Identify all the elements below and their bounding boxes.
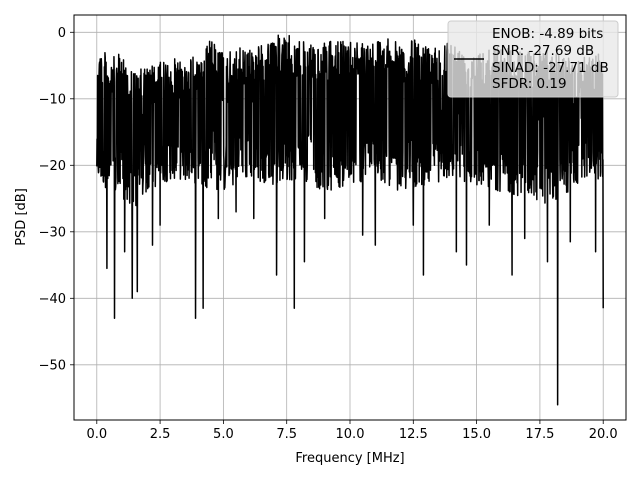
y-tick-label: −30 [39,225,66,240]
x-tick-label: 10.0 [336,427,365,442]
x-tick-label: 7.5 [276,427,297,442]
x-tick-label: 15.0 [462,427,491,442]
x-tick-label: 0.0 [86,427,107,442]
x-tick-label: 5.0 [213,427,234,442]
legend: ENOB: -4.89 bits SNR: -27.69 dB SINAD: -… [447,20,619,98]
y-tick-label: −50 [39,358,66,373]
y-axis-label: PSD [dB] [14,188,29,246]
legend-line-sfdr: SFDR: 0.19 [492,76,567,92]
legend-entry-text: ENOB: -4.89 bits SNR: -27.69 dB SINAD: -… [492,26,613,92]
x-tick-label: 20.0 [589,427,618,442]
y-tick-label: −10 [39,92,66,107]
legend-box [447,20,619,98]
x-tick-label: 2.5 [150,427,171,442]
x-axis-label: Frequency [MHz] [295,451,404,466]
x-tick-label: 17.5 [525,427,554,442]
y-tick-label: −20 [39,159,66,174]
legend-line-snr: SNR: -27.69 dB [492,43,594,59]
y-tick-label: 0 [58,26,66,41]
x-tick-label: 12.5 [399,427,428,442]
y-tick-label: −40 [39,292,66,307]
ticks: 0.0 2.5 5.0 7.5 10.0 12.5 15.0 17.5 20.0 0 −10 −20 −… [39,26,618,442]
legend-line-enob: ENOB: -4.89 bits [492,26,603,42]
legend-line-sinad: SINAD: -27.71 dB [492,60,609,76]
